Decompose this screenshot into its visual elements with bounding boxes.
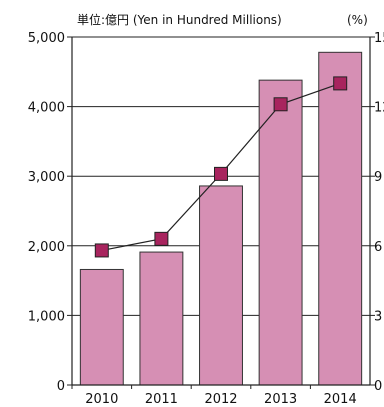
x-tick-label: 2010 [85,392,118,407]
bar [139,251,184,386]
ratio-marker [154,231,169,246]
left-tick-label: 1,000 [28,309,65,324]
left-axis-ticks: 0 1,000 2,000 3,000 4,000 5,000 [28,31,72,394]
x-tick-label: 2014 [324,392,357,407]
right-tick-label: 12 [374,101,384,116]
left-tick-label: 3,000 [28,170,65,185]
bar [199,185,243,386]
right-tick-label: 6 [374,240,382,255]
plot-frame [71,36,371,386]
ratio-markers [94,76,348,258]
right-unit-label: (%) [347,13,368,27]
right-tick-label: 3 [374,309,382,324]
bar [79,268,124,386]
x-axis-ticks: 2010 2011 2012 2013 2014 [71,385,357,407]
ratio-marker [333,76,348,91]
ratio-marker [273,97,288,112]
x-tick-label: 2012 [204,392,237,407]
left-tick-label: 2,000 [28,240,65,255]
right-tick-label: 9 [374,170,382,185]
left-tick-label: 5,000 [28,31,65,46]
bars [79,51,363,386]
left-tick-label: 4,000 [28,101,65,116]
left-tick-label: 0 [57,379,65,394]
bar [258,79,303,386]
ratio-marker [94,243,109,258]
bar [318,51,363,386]
x-tick-label: 2011 [145,392,178,407]
right-tick-label: 0 [374,379,382,394]
right-axis-ticks: 0 3 6 9 12 15 [370,31,384,394]
right-tick-label: 15 [374,31,384,46]
x-tick-label: 2013 [264,392,297,407]
ratio-marker [214,166,228,181]
left-unit-label: 単位:億円 (Yen in Hundred Millions) [77,12,282,27]
